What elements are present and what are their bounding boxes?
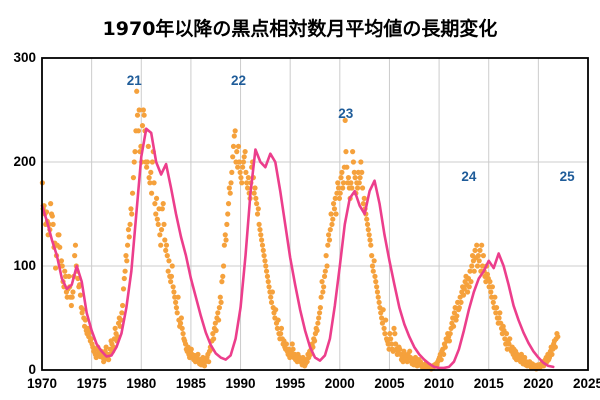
y-tick-label-100: 100 [13,258,36,273]
cycle-label-22: 22 [231,72,247,88]
cycle-label-25: 25 [559,168,575,184]
cycle-label-21: 21 [126,72,142,88]
cycle-label-23: 23 [338,106,354,122]
x-tick-label-1985: 1985 [175,376,206,391]
chart-title: 1970年以降の黒点相対数月平均値の長期変化 [102,18,498,40]
x-tick-label-1995: 1995 [275,376,306,391]
x-tick-label-2020: 2020 [523,376,554,391]
y-tick-label-0: 0 [28,362,36,377]
y-tick-label-200: 200 [13,154,36,169]
x-tick-label-2015: 2015 [473,376,504,391]
x-tick-label-1990: 1990 [225,376,256,391]
x-tick-label-1975: 1975 [76,376,107,391]
x-tick-label-2025: 2025 [572,376,600,391]
x-tick-label-2010: 2010 [424,376,455,391]
x-tick-label-1970: 1970 [26,376,58,391]
cycle-label-24: 24 [461,168,477,184]
plot-frame [41,57,589,371]
smoothed-line [40,127,555,370]
x-tick-label-2005: 2005 [374,376,405,391]
x-tick-label-2000: 2000 [324,376,355,391]
x-tick-label-1980: 1980 [126,376,157,391]
y-tick-label-300: 300 [13,50,36,65]
scatter-points [39,88,561,372]
